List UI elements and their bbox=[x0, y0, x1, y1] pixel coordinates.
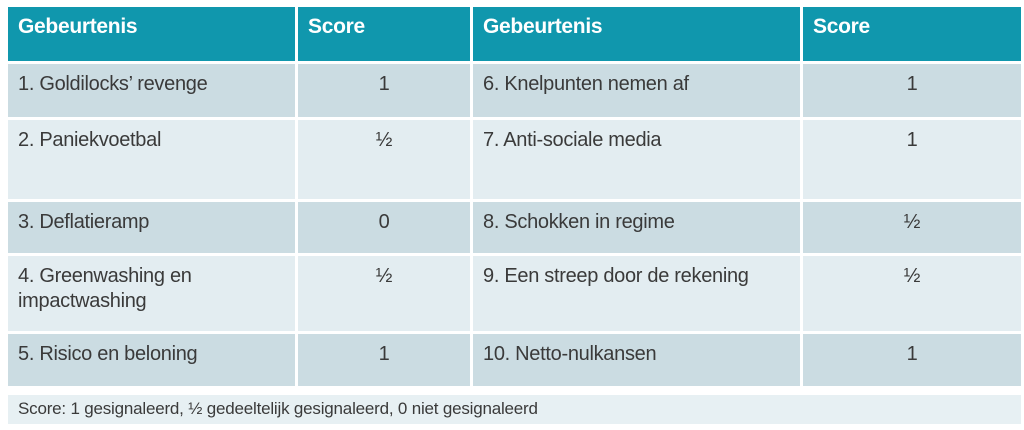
score-cell: ½ bbox=[803, 202, 1021, 253]
header-cell-event-right: Gebeurtenis bbox=[473, 7, 800, 61]
event-cell: 6. Knelpunten nemen af bbox=[473, 64, 800, 117]
event-cell: 4. Greenwashing en impactwashing bbox=[8, 256, 295, 331]
event-cell: 1. Goldilocks’ revenge bbox=[8, 64, 295, 117]
score-cell: 1 bbox=[803, 120, 1021, 199]
event-cell: 7. Anti-sociale media bbox=[473, 120, 800, 199]
header-cell-score-right: Score bbox=[803, 7, 1021, 61]
header-cell-score-left: Score bbox=[298, 7, 470, 61]
event-cell: 5. Risico en beloning bbox=[8, 334, 295, 386]
header-cell-event-left: Gebeurtenis bbox=[8, 7, 295, 61]
event-cell: 8. Schokken in regime bbox=[473, 202, 800, 253]
event-cell: 9. Een streep door de rekening bbox=[473, 256, 800, 331]
score-cell: 1 bbox=[298, 64, 470, 117]
score-cell: 1 bbox=[803, 334, 1021, 386]
score-legend: Score: 1 gesignaleerd, ½ gedeeltelijk ge… bbox=[8, 395, 1021, 424]
events-score-table: Gebeurtenis Score Gebeurtenis Score 1. G… bbox=[8, 7, 1021, 386]
score-cell: 1 bbox=[803, 64, 1021, 117]
score-cell: ½ bbox=[803, 256, 1021, 331]
score-cell: ½ bbox=[298, 256, 470, 331]
event-cell: 10. Netto-nulkansen bbox=[473, 334, 800, 386]
score-cell: ½ bbox=[298, 120, 470, 199]
score-cell: 0 bbox=[298, 202, 470, 253]
event-cell: 3. Deflatieramp bbox=[8, 202, 295, 253]
event-cell: 2. Paniekvoetbal bbox=[8, 120, 295, 199]
score-cell: 1 bbox=[298, 334, 470, 386]
